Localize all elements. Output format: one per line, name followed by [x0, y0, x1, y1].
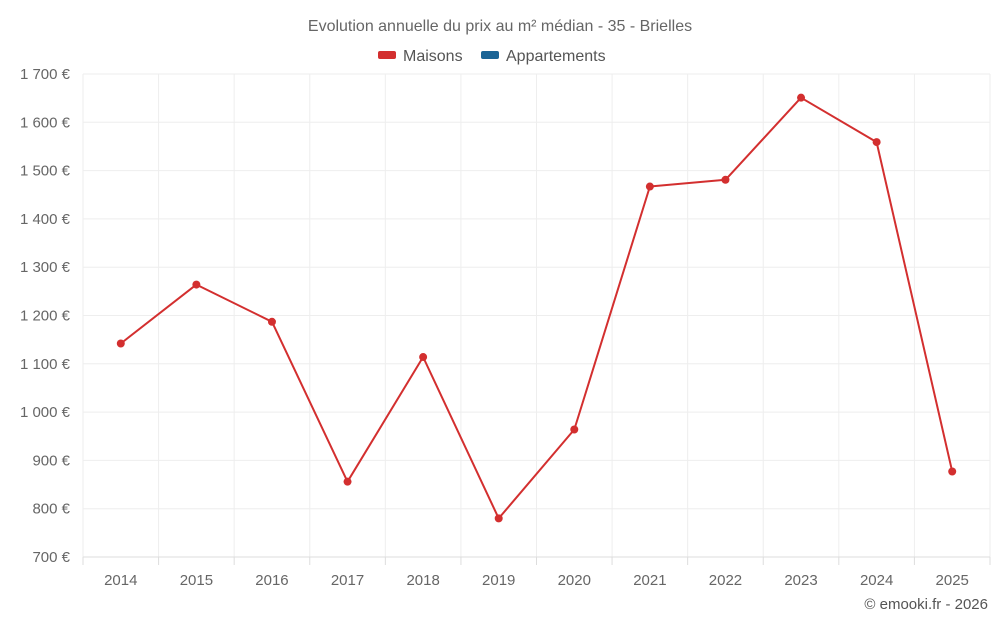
legend-swatch-maisons [378, 51, 396, 59]
y-tick-label: 1 300 € [20, 259, 71, 276]
legend-item-maisons[interactable]: Maisons [378, 48, 463, 65]
x-tick-label: 2020 [558, 572, 591, 589]
data-point-maisons[interactable] [948, 467, 957, 476]
y-tick-label: 700 € [32, 549, 70, 566]
credit-text: © emooki.fr - 2026 [864, 596, 988, 613]
y-tick-label: 800 € [32, 501, 70, 518]
y-tick-label: 1 500 € [20, 163, 71, 180]
data-point-maisons[interactable] [267, 317, 276, 326]
legend-swatch-appartements [481, 51, 499, 59]
legend: Maisons Appartements [378, 48, 606, 65]
y-tick-label: 1 400 € [20, 211, 71, 228]
data-point-maisons[interactable] [343, 477, 352, 486]
data-point-maisons[interactable] [419, 353, 428, 362]
x-tick-label: 2022 [709, 572, 742, 589]
y-tick-label: 1 200 € [20, 308, 71, 325]
data-point-maisons[interactable] [797, 93, 806, 102]
x-tick-label: 2023 [784, 572, 817, 589]
x-tick-label: 2021 [633, 572, 666, 589]
legend-label-appartements: Appartements [506, 48, 606, 65]
data-point-maisons[interactable] [570, 425, 579, 434]
chart-title: Evolution annuelle du prix au m² médian … [308, 18, 692, 35]
data-point-maisons[interactable] [645, 182, 654, 191]
data-point-maisons[interactable] [116, 339, 125, 348]
grid-layer [82, 73, 991, 557]
x-tick-label: 2024 [860, 572, 893, 589]
x-tick-label: 2018 [406, 572, 439, 589]
data-point-maisons[interactable] [872, 138, 881, 147]
x-tick-label: 2014 [104, 572, 137, 589]
x-tick-label: 2019 [482, 572, 515, 589]
y-tick-label: 1 700 € [20, 66, 71, 83]
axis-layer: 700 € 800 € 900 € 1 000 € 1 100 € 1 200 € 1 30… [20, 66, 991, 589]
legend-label-maisons: Maisons [403, 48, 463, 65]
x-tick-label: 2015 [180, 572, 213, 589]
y-tick-label: 1 100 € [20, 356, 71, 373]
x-tick-label: 2016 [255, 572, 288, 589]
legend-item-appartements[interactable]: Appartements [481, 48, 606, 65]
series-layer [116, 93, 957, 523]
y-tick-label: 1 000 € [20, 404, 71, 421]
series-line-maisons [120, 96, 954, 520]
x-tick-label: 2025 [936, 572, 969, 589]
data-point-maisons[interactable] [721, 175, 730, 184]
data-point-maisons[interactable] [192, 280, 201, 289]
y-tick-label: 900 € [32, 452, 70, 469]
data-point-maisons[interactable] [494, 514, 503, 523]
y-tick-label: 1 600 € [20, 114, 71, 131]
x-tick-label: 2017 [331, 572, 364, 589]
